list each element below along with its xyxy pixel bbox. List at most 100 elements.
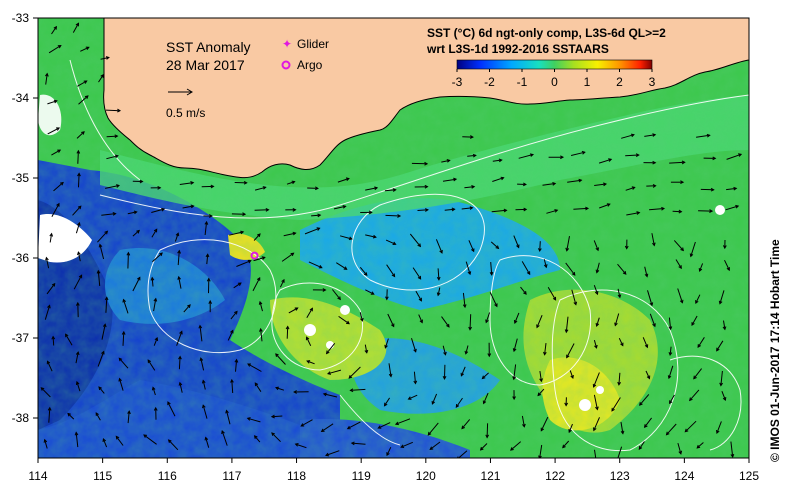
current-vector-head xyxy=(522,182,527,187)
current-vector xyxy=(326,342,336,354)
current-vector xyxy=(51,149,61,156)
current-vector xyxy=(178,356,181,370)
current-vector xyxy=(617,446,623,458)
current-vector-head xyxy=(639,402,643,406)
current-vector xyxy=(716,340,724,351)
current-vector xyxy=(174,233,179,242)
current-vector xyxy=(486,423,489,438)
current-vector-head xyxy=(481,375,486,380)
current-vector-head xyxy=(147,359,152,364)
current-vector-head xyxy=(419,319,423,324)
sst-field xyxy=(38,18,749,463)
current-vector xyxy=(435,239,443,254)
current-vector xyxy=(642,337,648,348)
current-vector xyxy=(492,159,502,162)
current-vector-head xyxy=(424,161,429,166)
scale-label: 0.5 m/s xyxy=(166,106,205,120)
current-vector-head xyxy=(199,357,204,362)
current-vector xyxy=(408,394,418,400)
current-vector-head xyxy=(424,184,429,189)
current-vector xyxy=(490,262,493,275)
current-vector-head xyxy=(75,22,80,27)
current-vector-head xyxy=(652,160,657,165)
current-vector-head xyxy=(512,376,516,381)
current-vector xyxy=(441,159,450,163)
current-vector xyxy=(444,208,455,211)
current-vector xyxy=(566,236,570,251)
current-vector-head xyxy=(460,372,465,377)
current-vector-head xyxy=(377,425,382,429)
current-vector-head xyxy=(606,203,611,207)
current-vector xyxy=(462,292,466,308)
current-vector xyxy=(669,161,685,164)
current-vector-head xyxy=(102,323,107,328)
current-vector xyxy=(151,229,158,238)
current-vector xyxy=(386,264,396,277)
current-vector xyxy=(618,372,621,385)
current-vector-head xyxy=(595,460,598,463)
current-vector-head xyxy=(594,291,599,296)
lon-tick-label: 121 xyxy=(480,469,500,483)
current-vector-head xyxy=(689,253,694,258)
current-vector xyxy=(306,336,312,347)
current-vector-head xyxy=(167,439,172,444)
lon-tick-label: 120 xyxy=(416,469,436,483)
current-vector-head xyxy=(51,335,56,340)
current-vector xyxy=(384,189,396,192)
current-vector-head xyxy=(716,430,720,434)
current-vector-head xyxy=(512,348,517,353)
current-vector-head xyxy=(537,248,542,253)
current-vector-head xyxy=(581,150,586,155)
current-vector xyxy=(593,240,599,251)
current-vector xyxy=(72,205,82,216)
current-vector-head xyxy=(100,73,104,78)
current-vector xyxy=(288,307,298,314)
current-vector xyxy=(118,357,129,369)
current-vector xyxy=(482,372,489,379)
current-vector-head xyxy=(374,186,379,191)
current-vector-head xyxy=(503,208,508,213)
current-vector xyxy=(417,209,428,211)
current-vector xyxy=(231,379,234,394)
current-vector xyxy=(689,389,700,401)
current-vector xyxy=(593,339,597,349)
cloud-speck xyxy=(579,399,591,411)
current-vector xyxy=(514,312,520,324)
plot-frame xyxy=(37,17,750,459)
current-vector-head xyxy=(337,296,341,301)
current-vector-head xyxy=(98,386,102,391)
current-vector xyxy=(348,366,361,379)
current-vector xyxy=(691,315,698,326)
current-vector-head xyxy=(83,80,88,84)
current-vector-head xyxy=(262,186,267,190)
current-vector xyxy=(546,209,558,214)
current-vector-head xyxy=(364,349,369,354)
current-vector-head xyxy=(261,256,266,260)
current-vector xyxy=(76,381,81,392)
current-vector-head xyxy=(471,185,476,189)
current-vector-head xyxy=(254,382,259,387)
current-vector-head xyxy=(543,264,548,269)
colorbar-tick-label: 3 xyxy=(649,75,656,89)
current-vector xyxy=(537,388,545,396)
current-vector-head xyxy=(443,351,447,356)
colorbar-tick-label: 1 xyxy=(584,75,591,89)
current-vector-head xyxy=(652,242,656,247)
current-vector-head xyxy=(698,268,703,272)
current-vector-head xyxy=(139,179,144,184)
current-vector-head xyxy=(275,353,279,358)
current-vector xyxy=(649,208,665,211)
current-vector xyxy=(132,277,141,292)
current-vector xyxy=(337,178,350,183)
current-vector xyxy=(693,368,702,380)
current-vector xyxy=(48,407,51,423)
current-vector xyxy=(723,320,726,330)
current-vector-head xyxy=(126,251,131,256)
current-vector-head xyxy=(608,158,613,162)
current-vector-head xyxy=(595,322,600,328)
current-vector-head xyxy=(102,438,107,443)
current-vector xyxy=(385,214,401,217)
current-vector-head xyxy=(350,441,355,446)
current-vector-head xyxy=(292,231,297,236)
